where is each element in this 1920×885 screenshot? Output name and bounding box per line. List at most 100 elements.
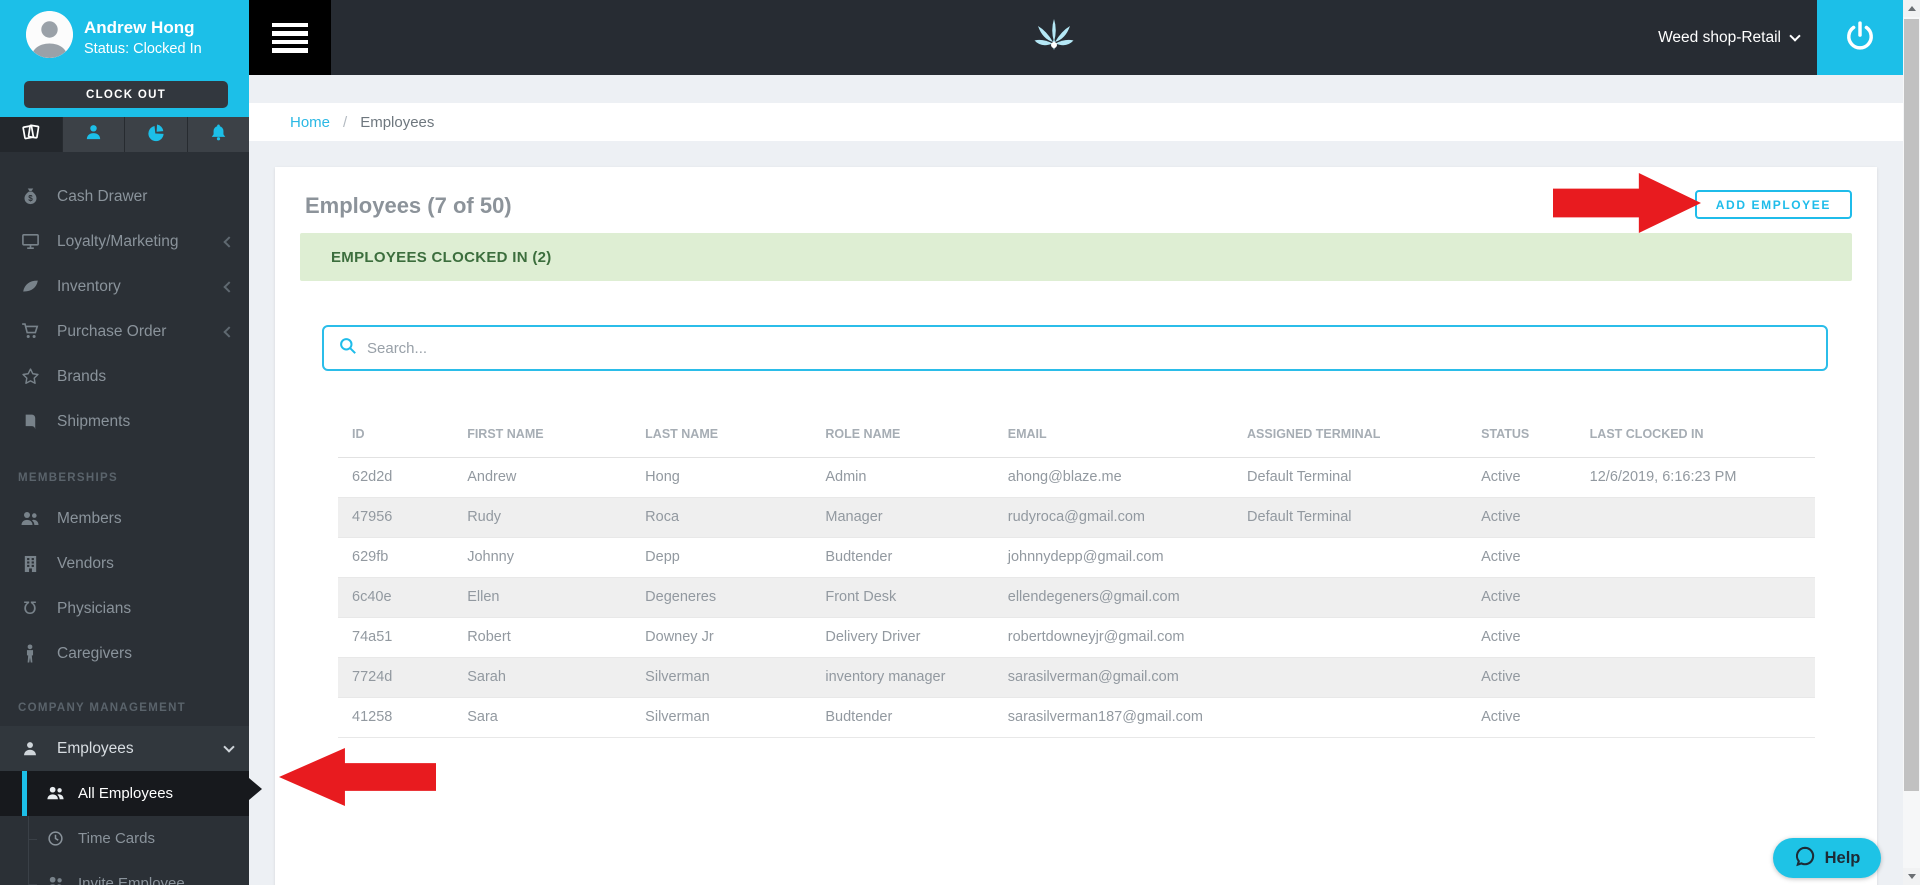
table-cell: Active bbox=[1467, 457, 1576, 498]
table-row[interactable]: 74a51 Robert Downey Jr Delivery Driver rober… bbox=[338, 617, 1815, 658]
page-scrollbar bbox=[1903, 0, 1920, 885]
table-header-row: ID FIRST NAME LAST NAME ROLE NAME EMAIL … bbox=[338, 411, 1815, 458]
table-cell: Budtender bbox=[811, 537, 994, 578]
bell-icon bbox=[209, 123, 228, 147]
table-row[interactable]: 41258 Sara Silverman Budtender sarasilverman… bbox=[338, 697, 1815, 738]
table-row[interactable]: 6c40e Ellen Degeneres Front Desk ellendegene… bbox=[338, 577, 1815, 618]
sidebar-item-physicians[interactable]: ℧ Physicians bbox=[0, 586, 249, 631]
table-cell: inventory manager bbox=[811, 657, 994, 698]
table-cell: Robert bbox=[453, 617, 632, 658]
table-cell: Active bbox=[1467, 617, 1576, 658]
building-icon bbox=[18, 555, 42, 573]
table-cell bbox=[1575, 697, 1815, 738]
table-cell: 629fb bbox=[338, 537, 454, 578]
active-item-notch bbox=[249, 778, 262, 800]
scrollbar-thumb[interactable] bbox=[1904, 19, 1919, 791]
person-icon bbox=[18, 644, 42, 663]
employees-table-wrap: ID FIRST NAME LAST NAME ROLE NAME EMAIL … bbox=[338, 411, 1815, 738]
sidebar-item-label: Inventory bbox=[57, 277, 121, 295]
scrollbar-up-button[interactable] bbox=[1903, 0, 1920, 17]
clock-icon bbox=[44, 830, 66, 847]
sidebar-item-loyalty-marketing[interactable]: Loyalty/Marketing bbox=[0, 219, 249, 264]
column-header-first-name[interactable]: FIRST NAME bbox=[453, 411, 632, 458]
sidebar-item-inventory[interactable]: Inventory bbox=[0, 264, 249, 309]
hamburger-menu-button[interactable] bbox=[249, 0, 331, 75]
table-cell bbox=[1233, 537, 1468, 578]
pie-chart-icon bbox=[146, 123, 165, 147]
sidebar-item-all-employees[interactable]: All Employees bbox=[0, 771, 249, 816]
table-cell: Silverman bbox=[631, 697, 812, 738]
sidebar-item-employees[interactable]: Employees bbox=[0, 726, 249, 771]
sidebar-section-memberships: MEMBERSHIPS bbox=[18, 472, 118, 484]
search-input[interactable] bbox=[367, 339, 1826, 357]
table-cell: 6c40e bbox=[338, 577, 454, 618]
help-button[interactable]: Help bbox=[1773, 838, 1881, 878]
table-cell: Active bbox=[1467, 697, 1576, 738]
user-panel: Andrew Hong Status: Clocked In CLOCK OUT bbox=[0, 0, 249, 117]
power-logout-button[interactable] bbox=[1817, 0, 1903, 75]
scrollbar-down-button[interactable] bbox=[1903, 868, 1920, 885]
table-cell bbox=[1233, 697, 1468, 738]
column-header-email[interactable]: EMAIL bbox=[993, 411, 1234, 458]
sidebar-item-cash-drawer[interactable]: $ Cash Drawer bbox=[0, 174, 249, 219]
table-cell: 74a51 bbox=[338, 617, 454, 658]
table-cell: johnnydepp@gmail.com bbox=[993, 537, 1234, 578]
table-cell: Depp bbox=[631, 537, 812, 578]
tab-profile[interactable] bbox=[62, 117, 125, 152]
sidebar: $ Cash Drawer Loyalty/Marketing bbox=[0, 117, 249, 885]
clock-out-button[interactable]: CLOCK OUT bbox=[24, 81, 228, 108]
monitor-icon bbox=[18, 232, 42, 251]
breadcrumb-home-link[interactable]: Home bbox=[290, 113, 331, 131]
column-header-assigned-terminal[interactable]: ASSIGNED TERMINAL bbox=[1233, 411, 1468, 458]
sidebar-item-caregivers[interactable]: Caregivers bbox=[0, 631, 249, 676]
column-header-status[interactable]: STATUS bbox=[1467, 411, 1576, 458]
table-row[interactable]: 62d2d Andrew Hong Admin ahong@blaze.me Defaul… bbox=[338, 457, 1815, 498]
chevron-left-icon bbox=[223, 235, 235, 248]
column-header-role-name[interactable]: ROLE NAME bbox=[811, 411, 994, 458]
sidebar-item-time-cards[interactable]: Time Cards bbox=[0, 816, 249, 861]
sidebar-item-label: Members bbox=[57, 509, 122, 527]
tab-register[interactable] bbox=[0, 117, 63, 152]
table-cell: 12/6/2019, 6:16:23 PM bbox=[1575, 457, 1815, 498]
add-employee-button[interactable]: ADD EMPLOYEE bbox=[1694, 190, 1852, 219]
sidebar-item-purchase-order[interactable]: Purchase Order bbox=[0, 309, 249, 354]
column-header-last-name[interactable]: LAST NAME bbox=[631, 411, 812, 458]
sidebar-item-label: All Employees bbox=[78, 785, 174, 802]
triangle-up-icon bbox=[1907, 6, 1916, 11]
money-bag-icon: $ bbox=[18, 187, 42, 206]
triangle-down-icon bbox=[1907, 874, 1916, 879]
shop-selector-dropdown[interactable]: Weed shop-Retail bbox=[1658, 0, 1801, 75]
table-cell: Sarah bbox=[453, 657, 632, 698]
sidebar-item-invite-employee[interactable]: Invite Employee bbox=[0, 861, 249, 885]
table-cell: Rudy bbox=[453, 497, 632, 538]
sidebar-item-members[interactable]: Members bbox=[0, 496, 249, 541]
table-row[interactable]: 7724d Sarah Silverman inventory manager sara… bbox=[338, 657, 1815, 698]
speech-bubble-icon bbox=[1794, 845, 1816, 872]
sidebar-menu: $ Cash Drawer Loyalty/Marketing bbox=[0, 152, 249, 885]
sidebar-item-label: Vendors bbox=[57, 554, 114, 572]
sidebar-section-company-management: COMPANY MANAGEMENT bbox=[18, 702, 187, 714]
table-row[interactable]: 629fb Johnny Depp Budtender johnnydepp@gmail… bbox=[338, 537, 1815, 578]
table-cell: Degeneres bbox=[631, 577, 812, 618]
column-header-id[interactable]: ID bbox=[338, 411, 454, 458]
tab-notifications[interactable] bbox=[187, 117, 249, 152]
table-cell bbox=[1233, 657, 1468, 698]
table-cell: 62d2d bbox=[338, 457, 454, 498]
sidebar-item-vendors[interactable]: Vendors bbox=[0, 541, 249, 586]
table-row[interactable]: 47956 Rudy Roca Manager rudyroca@gmail.com De… bbox=[338, 497, 1815, 538]
user-icon bbox=[84, 123, 103, 147]
avatar bbox=[26, 11, 73, 58]
table-cell: Manager bbox=[811, 497, 994, 538]
table-cell bbox=[1575, 497, 1815, 538]
column-header-last-clocked-in[interactable]: LAST CLOCKED IN bbox=[1575, 411, 1815, 458]
sidebar-item-brands[interactable]: Brands bbox=[0, 354, 249, 399]
table-cell: 41258 bbox=[338, 697, 454, 738]
clocked-in-banner[interactable]: EMPLOYEES CLOCKED IN (2) bbox=[300, 233, 1852, 281]
main-content: Home / Employees Employees (7 of 50) ADD… bbox=[249, 75, 1903, 885]
sidebar-item-label: Shipments bbox=[57, 412, 131, 430]
breadcrumb: Home / Employees bbox=[249, 103, 1903, 141]
sidebar-item-shipments[interactable]: Shipments bbox=[0, 399, 249, 444]
page-title: Employees (7 of 50) bbox=[305, 193, 512, 218]
table-cell: ahong@blaze.me bbox=[993, 457, 1234, 498]
tab-reports[interactable] bbox=[125, 117, 188, 152]
